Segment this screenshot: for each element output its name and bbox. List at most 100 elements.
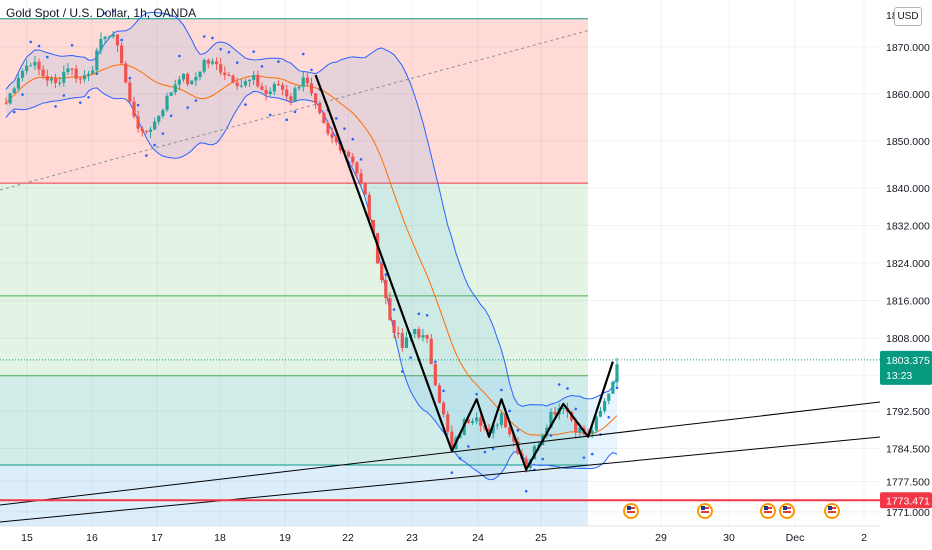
candle-body <box>132 101 136 117</box>
parabolic-sar-point <box>54 105 57 108</box>
parabolic-sar-point <box>178 54 181 58</box>
candle-body <box>272 84 276 92</box>
parabolic-sar-point <box>227 50 231 54</box>
x-tick-label: 30 <box>723 532 735 544</box>
candle-body <box>239 85 243 87</box>
bollinger-bands-layer <box>5 11 618 481</box>
us-flag-event-icon[interactable] <box>760 503 776 519</box>
x-tick-label: 18 <box>214 532 226 544</box>
candle-body <box>437 385 442 403</box>
candle-body <box>16 77 20 89</box>
candle-body <box>45 76 49 81</box>
y-tick-label-partial: 18 <box>886 10 898 22</box>
candle-body <box>206 59 210 64</box>
x-axis-bg <box>0 526 932 550</box>
x-tick-label: 15 <box>21 532 33 544</box>
candle-body <box>413 329 417 335</box>
x-tick-label: Dec <box>786 532 805 544</box>
us-flag-event-icon[interactable] <box>623 503 639 519</box>
candle-body <box>252 75 256 80</box>
x-tick-label: 17 <box>151 532 163 544</box>
candle-body <box>247 79 252 82</box>
candle-body <box>450 431 454 450</box>
parabolic-sar-point <box>79 101 82 104</box>
candle-body <box>351 156 355 163</box>
candle-body <box>491 425 495 434</box>
y-axis[interactable]: 1870.000 1860.000 1850.000 1840.000 1832.000… <box>880 0 932 550</box>
candle-body <box>553 412 557 415</box>
candle-body <box>347 152 351 157</box>
us-flag-event-icon[interactable] <box>779 503 795 519</box>
candle-body <box>86 73 91 76</box>
candle-body <box>314 93 318 104</box>
parabolic-sar-point <box>268 113 272 117</box>
parabolic-sar-point <box>45 55 49 59</box>
events-layer[interactable] <box>623 503 840 519</box>
candle-body <box>334 137 338 142</box>
impulse-pattern-line <box>314 74 614 471</box>
parabolic-sar-point <box>417 312 421 316</box>
candle-body <box>359 173 363 183</box>
parabolic-sar-point <box>169 114 173 118</box>
us-flag-event-icon[interactable] <box>824 503 840 519</box>
candle-body <box>214 61 219 65</box>
parabolic-sar-point <box>87 95 90 99</box>
parabolic-sar-point <box>508 409 511 413</box>
parabolic-sar-point <box>161 132 165 135</box>
candle-body <box>128 82 132 102</box>
parabolic-sar-point <box>566 387 569 390</box>
parabolic-sar-point <box>211 36 214 40</box>
trendlines-layer <box>0 29 881 523</box>
candle-body <box>256 75 260 87</box>
parabolic-sar-point <box>557 383 561 386</box>
bollinger-lower <box>5 87 618 481</box>
channel-lower-line <box>0 436 881 523</box>
parabolic-sar-point <box>458 457 462 460</box>
candle-body <box>285 89 289 97</box>
y-tick-label: 1860.000 <box>886 89 930 101</box>
candle-body <box>384 280 388 299</box>
parabolic-sar-point <box>541 457 544 461</box>
parabolic-sar-point <box>549 434 553 437</box>
candle-body <box>487 428 491 434</box>
parabolic-sar-point <box>524 489 528 493</box>
candle-body <box>392 319 396 333</box>
parabolic-sar-point <box>285 118 289 122</box>
pattern-layer <box>314 74 614 471</box>
y-tick-label: 1816.000 <box>886 296 930 308</box>
parabolic-sar-point <box>467 445 470 448</box>
candle-body <box>532 446 537 460</box>
y-tick-label: 1840.000 <box>886 183 930 195</box>
x-axis[interactable]: 15 16 17 18 19 22 23 24 25 29 30 Dec 2 <box>0 525 932 550</box>
candle-body <box>503 413 508 428</box>
candle-body <box>590 430 594 435</box>
y-tick-label: 1870.000 <box>886 42 930 54</box>
candle-body <box>119 45 124 64</box>
parabolic-sar-point <box>590 452 594 456</box>
candle-body <box>508 427 512 435</box>
parabolic-sar-point <box>334 117 338 120</box>
parabolic-sar-point <box>128 76 132 80</box>
currency-button[interactable]: USD <box>894 7 922 26</box>
candle-body <box>598 411 603 417</box>
parabolic-sar-point <box>574 407 578 411</box>
parabolic-sar-point <box>62 94 66 97</box>
parabolic-sar-point <box>384 273 388 276</box>
parabolic-sar-point <box>21 93 24 96</box>
candle-body <box>148 129 153 133</box>
candle-body <box>219 64 223 73</box>
candle-body <box>74 68 78 79</box>
us-flag-event-icon[interactable] <box>697 503 713 519</box>
candle-body <box>446 414 450 432</box>
candle-body <box>111 34 115 37</box>
parabolic-sar-point <box>112 9 115 13</box>
candle-body <box>107 36 111 38</box>
bollinger-upper <box>5 11 618 407</box>
candle-body <box>268 91 272 94</box>
candle-body <box>396 332 400 334</box>
y-tick-label: 1808.000 <box>886 333 930 345</box>
candle-body <box>25 65 29 72</box>
candle-body <box>198 71 202 78</box>
candle-body <box>289 96 293 102</box>
